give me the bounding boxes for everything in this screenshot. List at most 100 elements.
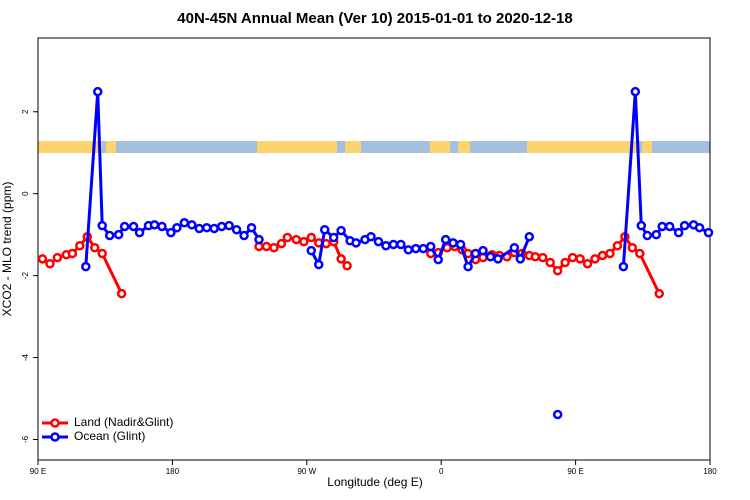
point <box>582 258 593 269</box>
point <box>366 231 376 242</box>
point <box>530 252 541 262</box>
point <box>134 227 145 238</box>
point <box>231 224 242 235</box>
point <box>463 261 473 272</box>
point <box>261 241 272 252</box>
point <box>478 245 488 256</box>
point <box>172 222 182 233</box>
x-tick-label: 180 <box>166 467 180 476</box>
point <box>128 221 139 232</box>
point <box>630 86 641 97</box>
series-line <box>84 91 261 267</box>
y-tick-label: 2 <box>21 109 30 114</box>
point <box>37 254 48 264</box>
point <box>119 221 130 232</box>
point <box>351 238 361 248</box>
point <box>418 243 429 254</box>
plot-frame <box>37 37 711 461</box>
point <box>642 230 653 241</box>
point <box>470 248 481 259</box>
point <box>618 261 629 272</box>
point <box>388 239 399 250</box>
point <box>590 254 600 264</box>
point <box>179 218 190 228</box>
point <box>373 236 384 247</box>
point <box>425 241 436 252</box>
point <box>149 220 160 230</box>
point <box>654 288 664 299</box>
point <box>336 225 346 236</box>
point <box>104 230 115 241</box>
point <box>567 252 578 263</box>
point <box>657 221 667 232</box>
point <box>336 254 346 264</box>
y-tick-label: -4 <box>21 353 30 361</box>
point <box>269 243 279 253</box>
point <box>282 232 293 243</box>
point <box>92 86 103 97</box>
point <box>201 222 212 233</box>
point <box>703 227 714 238</box>
x-axis-label: Longitude (deg E) <box>327 475 422 489</box>
point <box>552 265 563 276</box>
point <box>651 229 661 240</box>
point <box>664 221 675 232</box>
point <box>635 248 645 259</box>
legend-marker <box>50 432 60 442</box>
chart-title: 40N-45N Annual Mean (Ver 10) 2015-01-01 … <box>177 10 572 27</box>
point <box>396 239 406 250</box>
y-tick-label: -6 <box>21 435 30 443</box>
point <box>45 258 55 269</box>
legend-marker <box>50 418 60 428</box>
point <box>97 248 107 259</box>
point <box>75 240 85 251</box>
point <box>116 288 127 299</box>
point <box>187 220 197 230</box>
point <box>328 232 339 243</box>
point <box>209 223 219 234</box>
point <box>515 254 526 264</box>
point <box>306 245 317 256</box>
x-tick-label: 90 E <box>30 467 46 476</box>
x-tick-label: 180 <box>703 467 717 476</box>
point <box>545 257 555 268</box>
point <box>448 238 458 248</box>
point <box>216 221 227 232</box>
point <box>597 250 608 261</box>
point <box>560 257 570 268</box>
point <box>411 243 421 254</box>
point <box>113 229 124 240</box>
point <box>509 243 520 253</box>
point <box>537 252 548 263</box>
point <box>605 248 615 259</box>
y-axis-label: XCO2 - MLO trend (ppm) <box>0 182 14 317</box>
point <box>455 239 466 250</box>
point <box>276 238 287 249</box>
point <box>313 259 324 270</box>
land-mask-strip <box>38 141 710 153</box>
point <box>89 243 100 253</box>
point <box>485 252 496 262</box>
point <box>524 231 535 242</box>
point <box>319 224 330 235</box>
point <box>67 248 78 259</box>
point <box>194 223 205 234</box>
x-tick-label: 0 <box>439 467 444 476</box>
legend-label: Ocean (Glint) <box>74 429 145 443</box>
point <box>381 240 391 251</box>
x-tick-label: 90 E <box>567 467 583 476</box>
point <box>291 234 302 245</box>
x-tick-label: 90 W <box>297 467 316 476</box>
point <box>224 220 234 231</box>
point <box>299 236 309 247</box>
point <box>433 254 443 265</box>
point <box>552 409 563 420</box>
point <box>694 222 705 233</box>
point <box>679 220 690 231</box>
point <box>612 240 623 251</box>
point <box>166 227 176 238</box>
point <box>254 234 264 245</box>
point <box>306 232 317 243</box>
point <box>97 220 107 231</box>
